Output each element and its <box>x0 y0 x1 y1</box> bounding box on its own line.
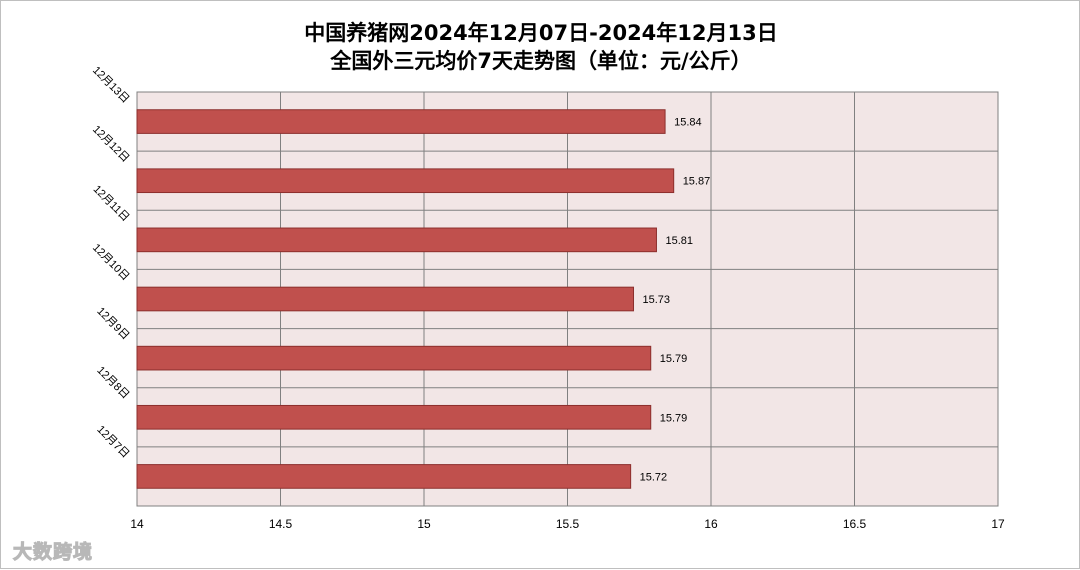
x-tick-label: 16.5 <box>843 517 867 531</box>
y-tick-label: 12月12日 <box>90 123 131 164</box>
y-tick-label: 12月11日 <box>91 183 132 224</box>
data-label: 15.79 <box>660 412 688 424</box>
x-tick-label: 14 <box>130 517 144 531</box>
data-label: 15.84 <box>674 117 702 129</box>
data-label: 15.81 <box>665 235 693 247</box>
bar <box>136 464 632 489</box>
bar <box>136 345 652 371</box>
data-label: 15.73 <box>643 294 671 306</box>
chart-subtitle: 全国外三元均价7天走势图（单位：元/公斤） <box>330 49 752 73</box>
y-tick-label: 12月7日 <box>94 424 131 461</box>
bar <box>136 168 675 194</box>
x-tick-label: 16 <box>704 517 718 531</box>
watermark-logo: 大数跨境 <box>12 541 94 564</box>
bar <box>136 404 652 430</box>
y-tick-label: 12月8日 <box>94 364 131 401</box>
bar <box>136 286 635 312</box>
data-label: 15.79 <box>660 353 688 365</box>
x-tick-label: 15 <box>417 517 431 531</box>
x-tick-label: 14.5 <box>269 517 293 531</box>
y-tick-label: 12月10日 <box>90 242 131 283</box>
x-tick-label: 17 <box>991 517 1005 531</box>
bar <box>136 227 657 253</box>
bar <box>136 109 666 134</box>
x-tick-label: 15.5 <box>556 517 580 531</box>
chart-title: 中国养猪网2024年12月07日-2024年12月13日 <box>304 21 778 45</box>
y-tick-label: 12月13日 <box>90 64 131 105</box>
data-label: 15.72 <box>640 471 668 483</box>
y-tick-label: 12月9日 <box>94 305 131 342</box>
data-label: 15.87 <box>683 176 711 188</box>
